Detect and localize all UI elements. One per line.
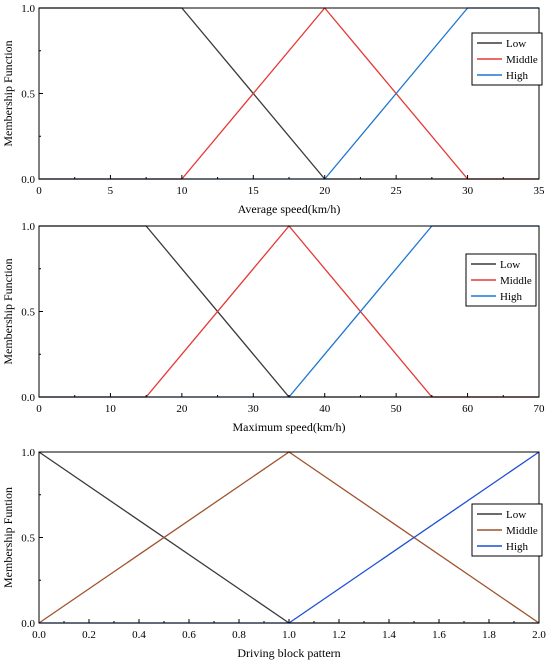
plot-frame — [38, 225, 540, 398]
x-axis-label: Maximum speed(km/h) — [233, 420, 346, 434]
legend-label-low: Low — [500, 259, 520, 271]
y-tick-label: 0.5 — [21, 89, 35, 101]
series-line-high — [39, 451, 540, 624]
x-tick-label: 10 — [176, 185, 188, 197]
plot-frame — [38, 7, 540, 180]
x-tick-label: 0 — [36, 403, 42, 415]
y-tick-label: 0.5 — [21, 307, 35, 319]
x-tick-label: 0.8 — [232, 629, 246, 641]
series-line-middle — [38, 451, 540, 624]
x-tick-label: 70 — [534, 403, 546, 415]
series-line-high — [39, 7, 539, 180]
x-tick-label: 30 — [248, 403, 260, 415]
series-line-low — [39, 225, 539, 398]
y-tick-label: 0.0 — [21, 618, 35, 630]
legend-label-high: High — [500, 291, 523, 303]
x-tick-label: 60 — [462, 403, 474, 415]
chart-panel-2: 0 10 20 30 40 50 60 70 0.0 0.5 1.0 Maximum speed(km… — [1, 221, 545, 434]
y-tick-label: 0.5 — [21, 533, 35, 545]
x-axis-label: Average speed(km/h) — [238, 202, 341, 216]
series-line-low — [39, 7, 539, 180]
x-tick-label: 5 — [108, 185, 114, 197]
x-tick-label: 20 — [319, 185, 331, 197]
series-line-middle — [39, 6, 539, 180]
y-tick-label: 1.0 — [21, 447, 35, 459]
x-tick-label: 30 — [462, 185, 474, 197]
x-tick-label: 20 — [176, 403, 188, 415]
legend-label-low: Low — [506, 38, 526, 50]
legend-label-middle: Middle — [500, 275, 532, 287]
x-tick-label: 1.2 — [332, 629, 346, 641]
y-tick-label: 1.0 — [21, 3, 35, 15]
legend-label-high: High — [506, 541, 529, 553]
x-tick-label: 10 — [105, 403, 117, 415]
y-tick-label: 0.0 — [21, 392, 35, 404]
legend-label-low: Low — [506, 509, 526, 521]
x-tick-label: 0.6 — [182, 629, 196, 641]
y-tick-label: 1.0 — [21, 221, 35, 233]
x-tick-label: 35 — [534, 185, 546, 197]
y-axis-label: Membership Funtion — [1, 487, 15, 588]
x-tick-label: 0.4 — [132, 629, 146, 641]
chart-panel-1: 0 5 10 15 20 25 30 35 0.0 0.5 1.0 Average speed(km/… — [1, 3, 545, 216]
x-tick-label: 40 — [319, 403, 331, 415]
x-axis-label: Driving block pattern — [237, 646, 340, 660]
x-tick-label: 1.0 — [282, 629, 296, 641]
series-line-low — [38, 451, 539, 624]
y-tick-label: 0.0 — [21, 174, 35, 186]
x-tick-label: 15 — [248, 185, 260, 197]
x-tick-label: 0.0 — [32, 629, 46, 641]
x-tick-label: 50 — [391, 403, 403, 415]
plot-frame — [38, 451, 540, 624]
y-axis-label: Membership Function — [1, 40, 15, 146]
series-line-middle — [39, 224, 539, 398]
legend-label-middle: Middle — [506, 525, 538, 537]
chart-panel-3: 0.0 0.2 0.4 0.6 0.8 1.0 1.2 1.4 1.6 1.8 2.0 0.0 0.5 1… — [1, 447, 546, 660]
x-tick-label: 1.4 — [382, 629, 396, 641]
legend-label-high: High — [506, 70, 529, 82]
y-axis-label: Membership Function — [1, 258, 15, 364]
x-tick-label: 0.2 — [82, 629, 96, 641]
x-tick-label: 1.6 — [432, 629, 446, 641]
legend-label-middle: Middle — [506, 54, 538, 66]
x-tick-label: 1.8 — [482, 629, 496, 641]
x-tick-label: 0 — [36, 185, 42, 197]
x-tick-label: 25 — [391, 185, 403, 197]
series-line-high — [39, 225, 539, 398]
x-tick-label: 2.0 — [532, 629, 546, 641]
